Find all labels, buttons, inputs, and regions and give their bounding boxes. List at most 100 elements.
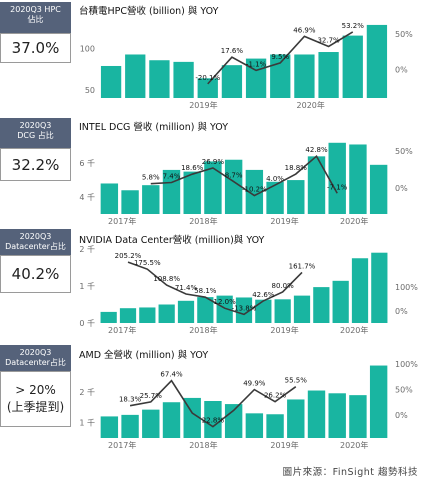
- row-amd: 2020Q3 Datacenter占比 > 20% (上季提到) AMD 全營收…: [0, 343, 428, 458]
- source-credit: 圖片來源：FinSight 趨勢科技: [282, 467, 418, 478]
- yoy-line: [207, 31, 354, 85]
- year-label: 2019年: [270, 325, 298, 335]
- bar: [287, 399, 305, 438]
- yoy-tick-label: 100%: [395, 360, 418, 369]
- year-label: 2017年: [108, 325, 136, 335]
- data-label: 5.8%: [142, 174, 160, 182]
- side-value-line1: > 20%: [15, 383, 56, 397]
- bar: [173, 61, 194, 98]
- bar: [100, 65, 122, 98]
- bar: [149, 60, 170, 98]
- bar: [197, 297, 214, 323]
- y-tick-label: 6 千: [79, 158, 95, 168]
- data-label: -1.1%: [246, 60, 267, 68]
- y-tick-label: 100: [80, 45, 95, 54]
- bar: [162, 402, 181, 438]
- bar: [351, 258, 369, 323]
- chart-tsmc-hpc: 台積電HPC營收 (billion) 與 YOY 50 100 0% 50% -20.1…: [77, 2, 414, 112]
- year-label: 2018年: [189, 325, 217, 335]
- bar: [158, 304, 175, 323]
- yoy-tick-label: 0%: [395, 66, 408, 75]
- side-value: > 20% (上季提到): [0, 371, 71, 427]
- bar: [287, 180, 305, 214]
- bar: [142, 409, 160, 438]
- data-label: -13.8%: [232, 304, 257, 312]
- bar: [349, 144, 367, 214]
- data-label: 55.5%: [285, 377, 308, 385]
- side-value: 40.2%: [0, 255, 71, 293]
- bar: [369, 164, 388, 214]
- bar: [235, 297, 253, 323]
- bar: [177, 300, 195, 323]
- data-label: 58.1%: [194, 287, 217, 295]
- bar: [313, 287, 330, 323]
- side-value: 32.2%: [0, 148, 71, 181]
- row-intel-dcg: 2020Q3 DCG 占比 32.2% INTEL DCG 營收 (millio…: [0, 115, 428, 230]
- data-label: 26.9%: [202, 158, 225, 166]
- side-value-text: 32.2%: [11, 155, 60, 174]
- side-value-text: 40.2%: [11, 265, 60, 283]
- yoy-tick-label: 50%: [395, 147, 413, 156]
- yoy-line: [129, 379, 297, 428]
- bar: [100, 183, 119, 214]
- yoy-line: [150, 154, 338, 197]
- bar: [183, 397, 201, 438]
- chart-svg: 4 千 6 千 0% 50% 5.8% 7.4%18.6%26.9%8.7% -10.2% 4…: [79, 142, 413, 226]
- bar: [366, 24, 388, 98]
- bar: [245, 413, 264, 438]
- y-tick-label: 1 千: [79, 418, 95, 428]
- bar: [119, 308, 137, 323]
- data-label: 49.9%: [243, 380, 266, 388]
- y-tick-label: 1 千: [79, 281, 95, 291]
- chart-svg: 1 千 2 千 0% 50% 100% 18.3%25.7% 67.4% 22.8% 49.9%…: [79, 360, 418, 450]
- bar: [224, 404, 243, 438]
- bar: [349, 395, 367, 438]
- data-label: 108.8%: [153, 275, 180, 283]
- year-label: 2020年: [340, 325, 368, 335]
- data-label: 8.7%: [225, 172, 243, 180]
- data-label: 25.7%: [140, 392, 163, 400]
- y-tick-label: 2 千: [79, 387, 95, 397]
- data-label: 17.6%: [221, 47, 244, 55]
- y-tick-label: 2 千: [79, 244, 95, 254]
- bar: [274, 299, 291, 323]
- year-label: 2019年: [270, 216, 298, 226]
- year-label: 2020年: [297, 100, 325, 110]
- year-label: 2018年: [189, 216, 217, 226]
- data-label: 18.3%: [119, 396, 142, 404]
- side-value-text: 37.0%: [11, 39, 60, 57]
- y-tick-label: 0 千: [79, 318, 95, 328]
- chart-svg: 0 千 1 千 2 千 0% 100% 205.2%175.5% 108.8%71.4%58…: [79, 244, 418, 335]
- data-label: -10.2%: [242, 186, 267, 194]
- chart-title: NVIDIA Data Center營收 (million)與 YOY: [79, 235, 265, 246]
- bar: [121, 414, 139, 438]
- bar: [266, 181, 284, 214]
- bar: [100, 416, 119, 438]
- yoy-tick-label: 0%: [395, 184, 408, 193]
- bar: [224, 159, 243, 214]
- yoy-tick-label: 0%: [395, 307, 408, 316]
- side-intel-dcg: 2020Q3 DCG 占比 32.2%: [0, 118, 71, 181]
- bar: [328, 142, 346, 214]
- data-label: 7.4%: [163, 173, 181, 181]
- bar: [216, 295, 233, 323]
- data-label: 26.2%: [264, 392, 287, 400]
- data-label: 42.8%: [305, 146, 328, 154]
- data-label: 71.4%: [175, 284, 198, 292]
- data-label: 67.4%: [160, 371, 183, 379]
- chart-title: AMD 全營收 (million) 與 YOY: [79, 350, 209, 361]
- bar: [369, 365, 388, 438]
- data-label: -20.1%: [195, 74, 220, 82]
- bar: [318, 52, 339, 98]
- chart-nvidia-dc: NVIDIA Data Center營收 (million)與 YOY 0 千 1…: [77, 231, 418, 341]
- data-label: 161.7%: [289, 262, 316, 270]
- data-label: 18.8%: [285, 164, 308, 172]
- year-label: 2019年: [270, 440, 298, 450]
- chart-title: 台積電HPC營收 (billion) 與 YOY: [79, 6, 219, 17]
- data-label: 42.6%: [252, 291, 275, 299]
- side-title: 2020Q3 DCG 占比: [0, 118, 71, 148]
- data-label: 32.7%: [317, 36, 340, 44]
- bar: [121, 190, 139, 214]
- bar: [293, 295, 311, 323]
